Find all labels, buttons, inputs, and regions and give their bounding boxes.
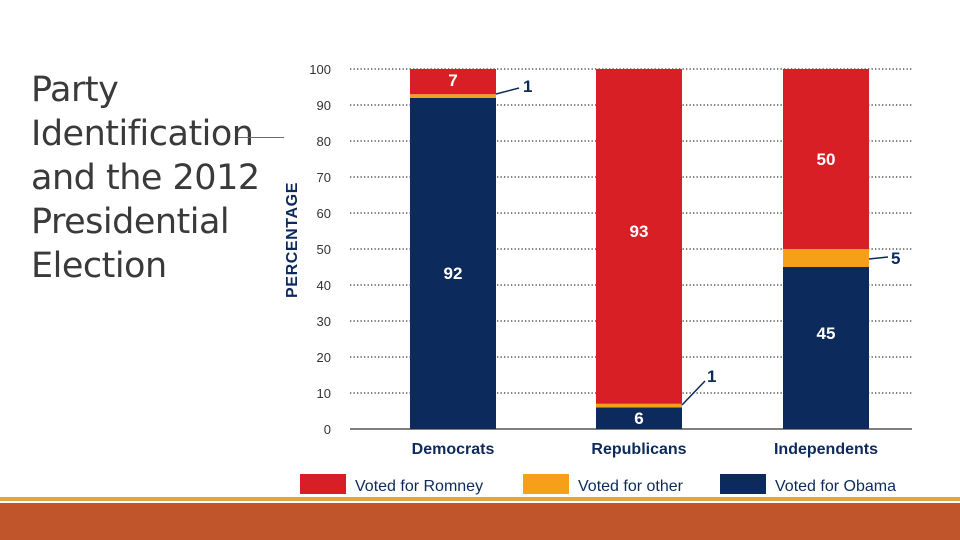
bar-romney-independents xyxy=(783,69,869,249)
y-tick-label: 70 xyxy=(317,170,331,185)
y-tick-label: 10 xyxy=(317,386,331,401)
data-label-obama: 6 xyxy=(634,409,643,428)
x-category-label: Democrats xyxy=(412,441,495,458)
y-tick-label: 40 xyxy=(317,278,331,293)
stacked-bar-chart: 0 10 20 30 40 50 60 70 80 90 100 PERCENTAGE Democrat… xyxy=(284,62,912,495)
callout-leader xyxy=(495,87,520,95)
accent-band xyxy=(0,503,960,540)
legend-swatch xyxy=(720,474,766,494)
bar-romney-republicans xyxy=(596,69,682,404)
legend-label: Voted for other xyxy=(578,478,684,495)
y-tick-label: 50 xyxy=(317,242,331,257)
y-tick-label: 30 xyxy=(317,314,331,329)
bar-other-independents xyxy=(783,249,869,267)
bar-obama-independents xyxy=(783,267,869,429)
x-category-label: Independents xyxy=(774,441,878,458)
data-label-obama: 92 xyxy=(444,264,463,283)
data-label-romney: 50 xyxy=(817,150,836,169)
callout-leader xyxy=(681,380,706,406)
y-tick-label: 100 xyxy=(309,62,331,77)
y-axis-label: PERCENTAGE xyxy=(284,182,301,298)
y-tick-label: 20 xyxy=(317,350,331,365)
bar-obama-democrats xyxy=(410,97,496,430)
y-tick-label: 0 xyxy=(324,422,331,437)
legend-label: Voted for Romney xyxy=(355,478,483,495)
bar-obama-republicans xyxy=(596,407,682,429)
data-label-romney: 93 xyxy=(630,222,649,241)
accent-line xyxy=(0,497,960,501)
legend-swatch xyxy=(300,474,346,494)
data-label-romney: 7 xyxy=(448,71,457,90)
data-label-other: 1 xyxy=(707,367,716,386)
y-tick-label: 80 xyxy=(317,134,331,149)
callout-leader xyxy=(868,256,889,260)
data-label-obama: 45 xyxy=(817,324,836,343)
legend-swatch xyxy=(523,474,569,494)
y-tick-label: 60 xyxy=(317,206,331,221)
data-label-other: 1 xyxy=(523,77,532,96)
bar-other-republicans xyxy=(596,403,682,408)
bar-romney-democrats xyxy=(410,69,496,95)
bar-other-democrats xyxy=(410,94,496,98)
legend-label: Voted for Obama xyxy=(775,478,896,495)
title-divider xyxy=(238,137,284,138)
data-label-other: 5 xyxy=(891,249,900,268)
y-tick-label: 90 xyxy=(317,98,331,113)
x-category-label: Republicans xyxy=(591,441,686,458)
slide-title: Party Identification and the 2012 Presid… xyxy=(31,70,260,286)
